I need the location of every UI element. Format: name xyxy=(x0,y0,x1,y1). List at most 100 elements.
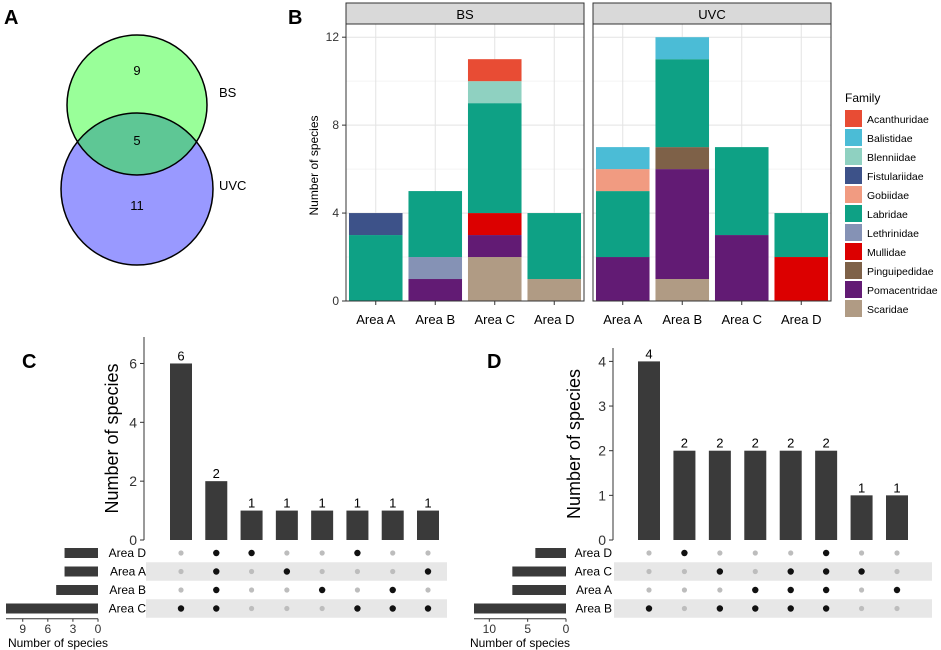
bar-segment-uvc-area-a-balistidae xyxy=(595,147,650,170)
intersection-label-d-2: 2 xyxy=(681,436,688,451)
intersection-label-d-6: 2 xyxy=(823,436,830,451)
set-label-d-area-a: Area A xyxy=(576,583,612,597)
venn-overlap xyxy=(77,112,197,175)
venn-diagram: 9 5 11 BS UVC xyxy=(60,34,246,266)
matrix-dot-c-3-area-c-inactive xyxy=(248,605,255,612)
set-size-bar-c-area-d xyxy=(64,548,98,558)
venn-outline-bs xyxy=(66,34,208,176)
legend-label-pomacentridae: Pomacentridae xyxy=(867,285,938,297)
bar-segment-bs-area-d-labridae xyxy=(527,213,582,280)
venn-label-bs: BS xyxy=(219,85,237,100)
set-label-d-area-c: Area C xyxy=(575,565,613,579)
matrix-dot-d-2-area-a-inactive xyxy=(681,587,688,593)
matrix-dot-d-5-area-a-active xyxy=(787,586,794,594)
matrix-dot-c-3-area-d-active xyxy=(248,549,255,557)
intersection-bar-c-4 xyxy=(275,510,298,540)
matrix-dot-d-3-area-c-active xyxy=(716,568,724,575)
x-tick-label-uvc-area-c: Area C xyxy=(722,312,762,327)
venn-outline-uvc xyxy=(60,112,214,266)
intersection-bar-d-6 xyxy=(815,450,838,540)
intersection-label-c-1: 6 xyxy=(177,348,184,363)
matrix-dot-c-4-area-b-inactive xyxy=(284,587,290,593)
matrix-dot-c-4-area-d-inactive xyxy=(284,550,290,556)
matrix-dot-d-7-area-b-inactive xyxy=(858,605,865,612)
x-tick-label-bs-area-a: Area A xyxy=(356,312,395,327)
matrix-dot-c-2-area-b-active xyxy=(213,586,220,594)
bar-segment-uvc-area-d-labridae xyxy=(774,213,829,258)
matrix-dot-c-7-area-c-active xyxy=(389,605,396,612)
x-tick-label-uvc-area-a: Area A xyxy=(603,312,642,327)
set-size-bar-d-area-c xyxy=(512,566,566,577)
matrix-dot-c-4-area-c-inactive xyxy=(284,605,290,612)
legend-label-lethrinidae: Lethrinidae xyxy=(867,228,919,240)
matrix-dot-c-2-area-a-active xyxy=(213,568,220,575)
matrix-dot-d-4-area-d-inactive xyxy=(752,550,758,556)
matrix-dot-c-3-area-a-inactive xyxy=(248,568,255,575)
bar-segment-uvc-area-a-labridae xyxy=(595,191,650,258)
intersection-label-c-5: 1 xyxy=(319,496,326,511)
matrix-dot-c-5-area-a-inactive xyxy=(319,568,325,575)
matrix-dot-c-7-area-a-inactive xyxy=(390,568,396,575)
intersection-label-c-3: 1 xyxy=(248,496,255,511)
y-axis-title-b: Number of species xyxy=(307,115,321,215)
legend-swatch-pomacentridae xyxy=(845,281,862,298)
matrix-dot-d-1-area-d-inactive xyxy=(646,550,652,556)
matrix-dot-d-1-area-b-active xyxy=(645,605,653,612)
bar-segment-bs-area-a-labridae xyxy=(348,235,403,301)
intersection-bar-c-8 xyxy=(417,510,439,540)
matrix-dot-c-1-area-a-inactive xyxy=(178,568,184,575)
matrix-dot-c-1-area-c-active xyxy=(177,605,185,612)
x-tick-label-uvc-area-d: Area D xyxy=(781,312,821,327)
legend-label-balistidae: Balistidae xyxy=(867,133,913,145)
legend-label-mullidae: Mullidae xyxy=(867,247,906,259)
legend-swatch-gobiidae xyxy=(845,186,862,203)
bar-segment-bs-area-d-scaridae xyxy=(527,279,582,301)
matrix-dot-d-8-area-a-active xyxy=(893,586,901,594)
matrix-dot-d-2-area-c-inactive xyxy=(681,568,688,575)
bar-segment-uvc-area-b-scaridae xyxy=(655,279,710,301)
matrix-dot-c-5-area-c-inactive xyxy=(319,605,325,612)
matrix-dot-d-7-area-c-active xyxy=(858,568,865,575)
matrix-dot-c-3-area-b-inactive xyxy=(248,587,255,593)
matrix-dot-d-3-area-b-active xyxy=(716,605,724,612)
matrix-dot-c-7-area-b-active xyxy=(389,586,396,594)
matrix-dot-c-7-area-d-inactive xyxy=(390,550,396,556)
bar-segment-uvc-area-b-pinguipedidae xyxy=(655,147,710,170)
intersection-bar-d-1 xyxy=(638,361,660,540)
bar-segment-bs-area-c-labridae xyxy=(467,103,522,214)
intersection-label-d-7: 1 xyxy=(858,480,865,495)
y-axis-title-d: Number of species xyxy=(564,369,584,519)
y-tick-label-d: 1 xyxy=(598,487,606,503)
matrix-dot-d-4-area-c-inactive xyxy=(752,568,758,575)
matrix-dot-d-1-area-c-inactive xyxy=(646,568,652,575)
facet-label-uvc: UVC xyxy=(698,7,725,22)
matrix-dot-d-2-area-b-inactive xyxy=(681,605,688,612)
intersection-bar-c-5 xyxy=(311,510,334,540)
y-tick-label-c: 4 xyxy=(129,414,137,430)
intersection-label-d-3: 2 xyxy=(716,436,723,451)
matrix-dot-d-1-area-a-inactive xyxy=(646,587,652,593)
y-tick-label-c: 0 xyxy=(129,532,137,548)
panel-d-upset: 0 1 2 3 4 Number of species 4 2 2 2 2 2 1 1 Area D Area… xyxy=(470,346,932,650)
set-size-bar-d-area-b xyxy=(474,603,566,614)
panel-label-c: C xyxy=(22,351,36,373)
matrix-dot-d-6-area-d-active xyxy=(822,549,830,557)
bar-segment-uvc-area-a-gobiidae xyxy=(595,169,650,192)
set-size-title-d: Number of species xyxy=(470,636,570,650)
intersection-bar-c-1 xyxy=(170,363,192,540)
set-label-c-area-c: Area C xyxy=(109,602,147,616)
matrix-dot-c-8-area-b-inactive xyxy=(425,587,431,593)
legend-swatch-lethrinidae xyxy=(845,224,862,241)
matrix-dot-d-4-area-b-active xyxy=(752,605,759,612)
set-size-tick-label-d: 5 xyxy=(524,622,531,636)
intersection-label-d-4: 2 xyxy=(752,436,759,451)
set-size-tick-label-d: 0 xyxy=(563,622,570,636)
set-size-tick-label-c: 3 xyxy=(70,622,77,636)
matrix-dot-c-6-area-a-inactive xyxy=(354,568,361,575)
intersection-label-c-4: 1 xyxy=(283,496,290,511)
matrix-dot-d-5-area-c-active xyxy=(787,568,794,575)
y-tick-label-d: 3 xyxy=(598,398,606,414)
intersection-label-c-2: 2 xyxy=(213,466,220,481)
y-tick-label-c: 2 xyxy=(129,473,137,489)
